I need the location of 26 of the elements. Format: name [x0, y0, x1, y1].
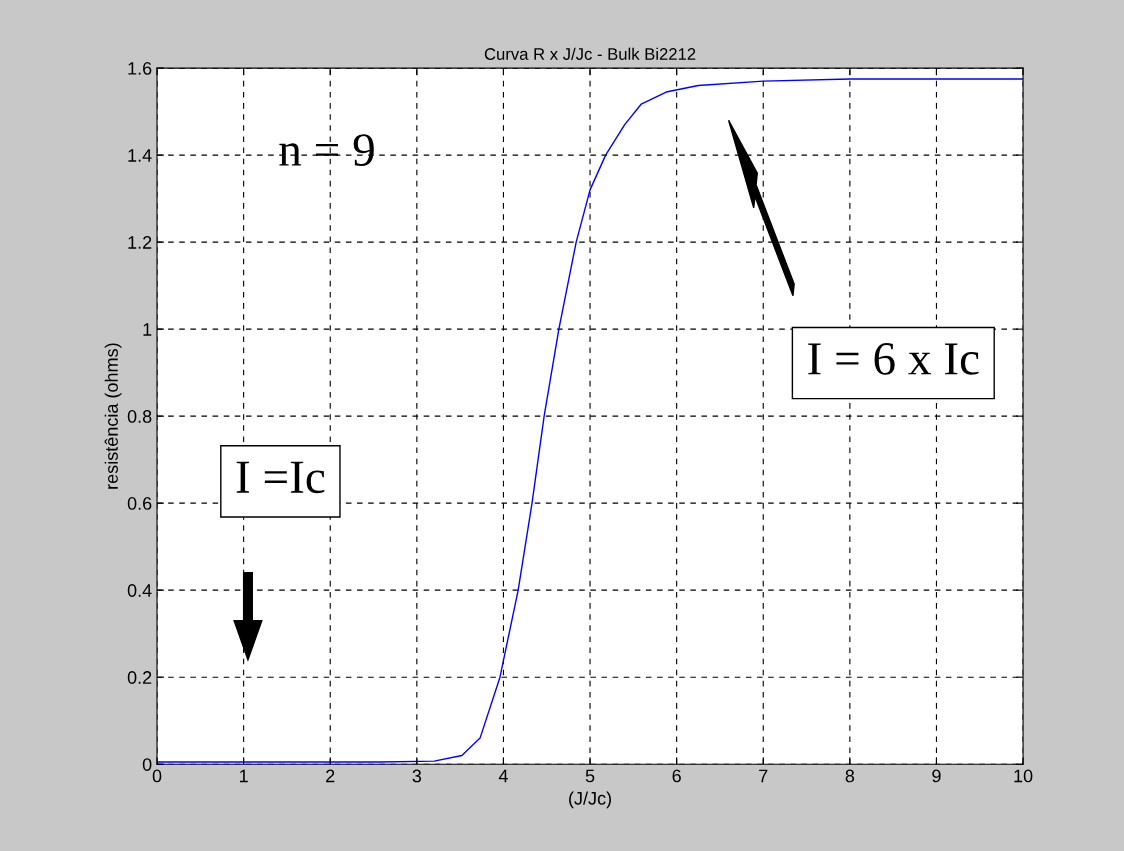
annotation: I = 6 x Ic: [808, 343, 979, 375]
x-tick-label: 8: [845, 769, 855, 783]
y-tick-label: 1.4: [128, 149, 152, 162]
x-tick-label: 7: [759, 769, 768, 783]
y-tick-label: 0: [142, 758, 152, 771]
chart-title: Curva R x J/Jc - Bulk Bi2212: [484, 47, 696, 60]
x-tick-label: 4: [498, 769, 508, 783]
y-tick-label: 0.4: [127, 584, 152, 597]
x-tick-label: 0: [152, 769, 162, 783]
y-tick-label: 0.8: [127, 410, 152, 423]
y-axis-title: resistência (ohms): [104, 343, 122, 489]
y-tick-label: 0.6: [127, 497, 152, 510]
x-tick-label: 2: [326, 769, 335, 783]
x-tick-label: 10: [1014, 769, 1033, 783]
annotation: n = 9: [279, 134, 374, 166]
x-tick-label: 1: [239, 769, 248, 783]
y-tick-label: 1.6: [128, 62, 152, 75]
x-tick-label: 9: [932, 769, 941, 783]
x-tick-label: 6: [672, 769, 681, 783]
x-axis-title: (J/Jc): [569, 791, 611, 809]
y-tick-label: 1.2: [128, 236, 152, 249]
x-tick-label: 3: [412, 769, 422, 783]
y-tick-label: 0.2: [127, 671, 152, 684]
annotation: I =Ic: [236, 461, 325, 494]
y-tick-label: 1: [143, 323, 152, 336]
x-tick-label: 5: [585, 769, 595, 783]
